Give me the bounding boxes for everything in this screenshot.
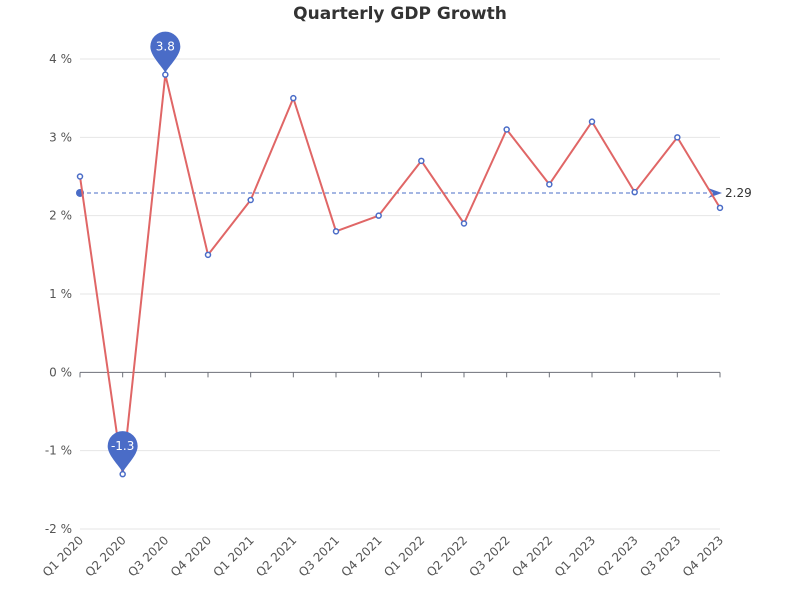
chart-title: Quarterly GDP Growth (293, 4, 507, 24)
x-tick-label: Q4 2023 (680, 533, 726, 579)
y-tick-label: 0 % (49, 365, 72, 379)
data-point (546, 181, 553, 188)
data-point (247, 196, 254, 204)
y-tick-label: 3 % (49, 130, 72, 144)
y-tick-label: -1 % (45, 444, 72, 458)
map-pin-icon (107, 431, 138, 473)
map-pin-icon (150, 31, 181, 73)
y-axis: -2 % -1 % 0 % 1 % 2 % 3 % 4 % (45, 52, 72, 536)
data-point (418, 157, 425, 165)
min-marker-label: -1.3 (111, 439, 134, 453)
x-tick-label: Q3 2023 (637, 533, 683, 579)
data-point (716, 204, 724, 212)
x-tick-label: Q2 2020 (83, 533, 129, 579)
data-point (674, 134, 681, 141)
y-tick-label: -2 % (45, 522, 72, 536)
x-tick-label: Q3 2020 (125, 533, 171, 579)
data-point (332, 228, 340, 235)
data-point (290, 94, 297, 102)
data-point (119, 470, 126, 478)
data-point (204, 251, 212, 259)
data-point (631, 188, 638, 196)
x-tick-label: Q4 2022 (509, 533, 555, 579)
average-line-label: 2.29 (725, 186, 752, 200)
data-point (375, 212, 382, 219)
x-tick-label: Q1 2022 (381, 533, 427, 579)
max-marker-label: 3.8 (156, 40, 175, 54)
x-tick-label: Q4 2021 (339, 533, 385, 579)
series (76, 71, 724, 478)
y-tick-label: 1 % (49, 287, 72, 301)
data-point (460, 220, 468, 227)
series-line (79, 73, 721, 476)
x-tick-label: Q3 2022 (467, 533, 513, 579)
gridlines (80, 58, 720, 530)
x-tick-label: Q2 2023 (595, 533, 641, 579)
x-tick-label: Q1 2020 (40, 533, 86, 579)
data-point (162, 71, 169, 78)
mark-points: 3.8 -1.3 (107, 31, 181, 473)
x-tick-label: Q4 2020 (168, 533, 214, 579)
average-line-group: 2.29 (76, 186, 752, 200)
min-marker: -1.3 (107, 431, 138, 473)
y-tick-label: 2 % (49, 209, 72, 223)
x-tick-label: Q1 2023 (552, 533, 598, 579)
max-marker: 3.8 (150, 31, 181, 73)
data-point (503, 126, 510, 133)
x-tick-label: Q3 2021 (296, 533, 342, 579)
y-tick-label: 4 % (49, 52, 72, 66)
x-tick-label: Q2 2021 (253, 533, 299, 579)
data-point (76, 173, 84, 180)
data-point (588, 118, 596, 125)
x-tick-label: Q2 2022 (424, 533, 470, 579)
x-tick-label: Q1 2021 (211, 533, 257, 579)
